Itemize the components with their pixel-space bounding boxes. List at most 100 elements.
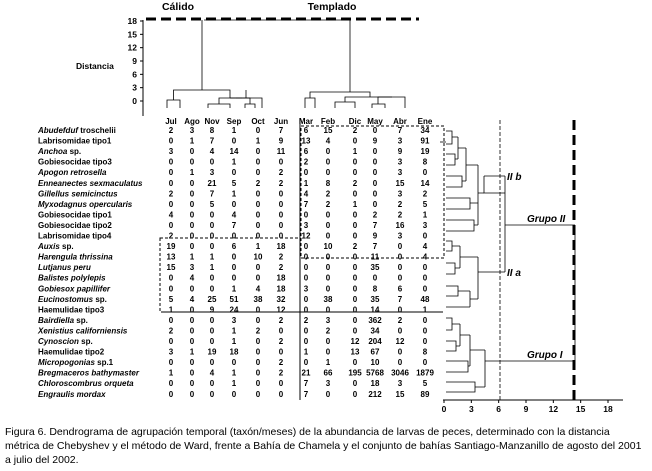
table-cell: 3 xyxy=(169,147,174,156)
species-name: Cynoscion sp. xyxy=(38,337,93,346)
table-cell: 0 xyxy=(279,221,284,230)
table-cell: 0 xyxy=(423,284,428,293)
table-cell: 1 xyxy=(169,369,174,378)
table-cell: 1 xyxy=(232,189,237,198)
table-cell: 0 xyxy=(353,358,358,367)
y-tick-label: 9 xyxy=(132,56,137,66)
table-cell: 0 xyxy=(256,316,261,325)
table-cell: 0 xyxy=(256,158,261,167)
species-name: Apogon retrosella xyxy=(37,168,107,177)
table-row: Gobiesocidae tipo3 0 0 0 1 0 0 2 0 0 0 3 8 xyxy=(38,158,428,167)
table-cell: 0 xyxy=(256,358,261,367)
species-name-suffix: sp. xyxy=(74,316,88,325)
table-cell: 9 xyxy=(398,147,403,156)
table-cell: 0 xyxy=(423,358,428,367)
month-label: Feb xyxy=(321,117,335,126)
table-cell: 4 xyxy=(232,210,237,219)
table-cell: 0 xyxy=(256,337,261,346)
table-row: Chloroscombrus orqueta 0 0 0 1 0 0 7 3 0 18 3 5 xyxy=(38,379,428,388)
table-cell: 3 xyxy=(398,168,403,177)
table-cell: 0 xyxy=(373,168,378,177)
table-cell: 0 xyxy=(190,147,195,156)
table-cell: 0 xyxy=(353,137,358,146)
table-cell: 1879 xyxy=(416,369,434,378)
species-name: Myxodagnus opercularis xyxy=(38,200,133,209)
table-cell: 0 xyxy=(373,200,378,209)
header-templado: Templado xyxy=(308,1,357,13)
x-tick-label: 3 xyxy=(469,404,474,414)
table-cell: 0 xyxy=(190,210,195,219)
species-name: Micropogonias sp.1 xyxy=(38,358,114,367)
table-cell: 2 xyxy=(279,337,284,346)
table-cell: 0 xyxy=(169,358,174,367)
y-tick-label: 12 xyxy=(128,43,138,53)
table-cell: 0 xyxy=(353,189,358,198)
table-cell: 0 xyxy=(210,284,215,293)
table-cell: 0 xyxy=(304,242,309,251)
table-cell: 0 xyxy=(210,232,215,241)
table-cell: 0 xyxy=(232,200,237,209)
species-name: Bairdiella sp. xyxy=(38,316,88,325)
table-cell: 1 xyxy=(353,200,358,209)
table-cell: 15 xyxy=(396,390,405,399)
table-cell: 0 xyxy=(190,390,195,399)
x-tick-label: 6 xyxy=(496,404,501,414)
table-cell: 35 xyxy=(371,295,380,304)
table-cell: 3 xyxy=(304,284,309,293)
group-label-I: Grupo I xyxy=(527,350,563,361)
table-cell: 0 xyxy=(423,274,428,283)
table-cell: 7 xyxy=(210,137,215,146)
table-cell: 0 xyxy=(353,221,358,230)
table-cell: 0 xyxy=(423,263,428,272)
table-cell: 0 xyxy=(210,316,215,325)
table-cell: 0 xyxy=(423,337,428,346)
table-cell: 0 xyxy=(423,326,428,335)
table-cell: 2 xyxy=(304,158,309,167)
table-cell: 18 xyxy=(371,379,380,388)
table-cell: 0 xyxy=(326,263,331,272)
table-cell: 0 xyxy=(353,379,358,388)
table-cell: 0 xyxy=(279,390,284,399)
table-cell: 1 xyxy=(210,263,215,272)
table-cell: 2 xyxy=(169,232,174,241)
table-cell: 3046 xyxy=(391,369,409,378)
table-cell: 12 xyxy=(351,337,360,346)
table-cell: 8 xyxy=(423,348,428,357)
table-cell: 0 xyxy=(256,168,261,177)
table-cell: 1 xyxy=(232,158,237,167)
table-cell: 0 xyxy=(398,263,403,272)
table-cell: 1 xyxy=(232,337,237,346)
table-cell: 0 xyxy=(353,253,358,262)
table-cell: 6 xyxy=(398,284,403,293)
table-row: Labrisomidae tipo1 0 1 7 0 1 9 13 4 0 9 3 91 xyxy=(38,137,430,146)
species-name: Engraulis mordax xyxy=(38,390,106,399)
table-cell: 1 xyxy=(190,253,195,262)
table-cell: 0 xyxy=(304,263,309,272)
table-cell: 10 xyxy=(254,253,263,262)
month-label: Ago xyxy=(184,117,200,126)
species-name: Haemulidae tipo3 xyxy=(38,305,105,314)
table-cell: 0 xyxy=(210,358,215,367)
table-cell: 2 xyxy=(256,179,261,188)
table-cell: 2 xyxy=(279,316,284,325)
table-cell: 0 xyxy=(353,232,358,241)
table-cell: 0 xyxy=(326,390,331,399)
table-cell: 38 xyxy=(324,295,333,304)
species-name: Gobiesocidae tipo1 xyxy=(38,210,112,219)
table-cell: 0 xyxy=(279,189,284,198)
table-cell: 0 xyxy=(256,369,261,378)
table-cell: 362 xyxy=(368,316,382,325)
table-cell: 0 xyxy=(232,358,237,367)
table-cell: 0 xyxy=(304,274,309,283)
table-cell: 7 xyxy=(232,221,237,230)
table-cell: 19 xyxy=(208,348,217,357)
table-cell: 0 xyxy=(190,326,195,335)
table-cell: 7 xyxy=(304,379,309,388)
table-cell: 0 xyxy=(398,358,403,367)
table-cell: 7 xyxy=(398,126,403,135)
table-cell: 66 xyxy=(324,369,333,378)
table-cell: 0 xyxy=(210,379,215,388)
table-cell: 18 xyxy=(230,348,239,357)
table-cell: 13 xyxy=(167,253,176,262)
